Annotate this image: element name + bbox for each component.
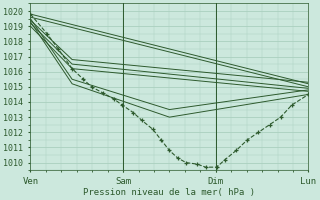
X-axis label: Pression niveau de la mer( hPa ): Pression niveau de la mer( hPa ) [84,188,255,197]
